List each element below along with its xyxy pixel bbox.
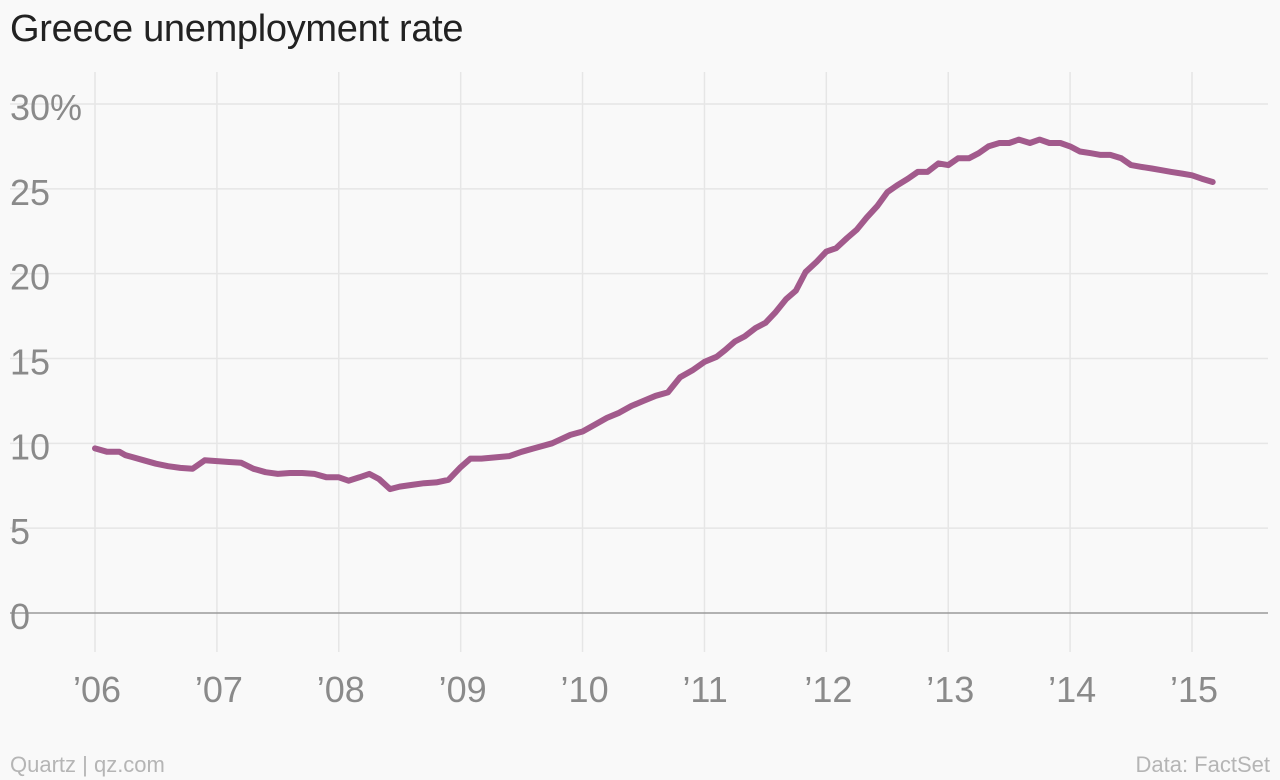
y-tick-label: 10: [10, 426, 50, 467]
x-tick-labels: ’06 ’07 ’08 ’09 ’10 ’11 ’12 ’13 ’14 ’15: [73, 669, 1218, 710]
x-tick-label: ’06: [73, 669, 121, 710]
y-tick-label: 25: [10, 172, 50, 213]
y-tick-label: 0: [10, 596, 30, 637]
vertical-gridlines: [94, 72, 1193, 652]
x-tick-label: ’15: [1170, 669, 1218, 710]
data-source: Data: FactSet: [1135, 752, 1270, 777]
x-tick-label: ’14: [1048, 669, 1096, 710]
y-tick-label: 20: [10, 257, 50, 298]
x-tick-label: ’07: [195, 669, 243, 710]
y-tick-label: 30%: [10, 87, 82, 128]
y-tick-label: 5: [10, 511, 30, 552]
series-line-0: [92, 136, 1216, 493]
x-tick-label: ’13: [926, 669, 974, 710]
x-tick-label: ’09: [439, 669, 487, 710]
chart-title: Greece unemployment rate: [10, 8, 464, 50]
source-credit: Quartz | qz.com: [10, 752, 165, 777]
y-tick-label: 15: [10, 342, 50, 383]
x-tick-label: ’08: [317, 669, 365, 710]
x-tick-label: ’10: [561, 669, 609, 710]
x-tick-label: ’11: [682, 669, 727, 710]
x-tick-label: ’12: [804, 669, 852, 710]
y-tick-labels: 0 5 10 15 20 25 30%: [10, 87, 82, 637]
series-layer: [92, 136, 1216, 493]
horizontal-gridlines: [10, 103, 1268, 614]
